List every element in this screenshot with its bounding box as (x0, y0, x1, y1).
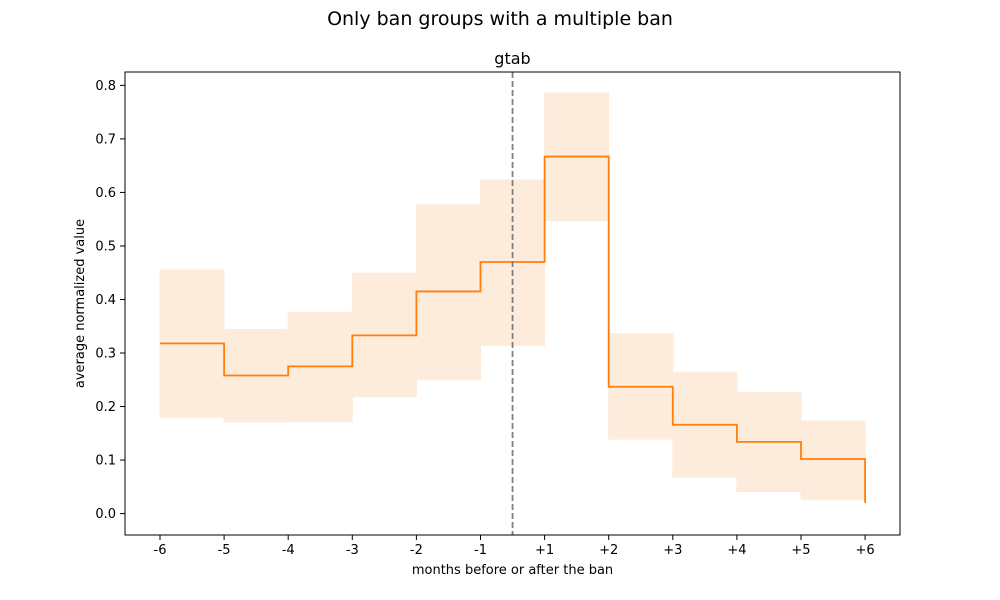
x-tick-label: +6 (856, 543, 875, 558)
chart-title: gtab (494, 49, 530, 68)
y-tick-label: 0.2 (95, 400, 116, 415)
axes-frame (124, 71, 901, 536)
figure-title: Only ban groups with a multiple ban (327, 8, 673, 30)
x-tick-label: -2 (410, 543, 423, 558)
y-tick-label: 0.0 (95, 507, 116, 522)
y-tick-label: 0.7 (95, 132, 116, 147)
y-tick-label: 0.4 (95, 293, 116, 308)
x-tick-label: -5 (218, 543, 231, 558)
x-axis: -6 -5 -4 -3 -2 -1 +1 +2 +3 +4 +5 +6 (154, 535, 875, 558)
ci-band-segment (800, 420, 866, 501)
y-axis-label: average normalized value (73, 219, 88, 388)
x-tick-label: +4 (727, 543, 746, 558)
x-tick-label: +2 (599, 543, 618, 558)
y-tick-label: 0.1 (95, 454, 116, 469)
y-tick-label: 0.6 (95, 186, 116, 201)
y-tick-label: 0.5 (95, 239, 116, 254)
x-tick-label: +3 (663, 543, 682, 558)
x-tick-label: -3 (346, 543, 359, 558)
x-tick-label: +1 (535, 543, 554, 558)
x-tick-label: -1 (474, 543, 487, 558)
x-tick-label: +5 (791, 543, 810, 558)
series-line (160, 155, 866, 503)
y-tick-label: 0.8 (95, 79, 116, 94)
y-axis: 0.0 0.1 0.2 0.3 0.4 0.5 0.6 0.7 0.8 (95, 79, 125, 522)
x-tick-label: -4 (282, 543, 295, 558)
x-axis-label: months before or after the ban (412, 563, 613, 578)
y-tick-label: 0.3 (95, 347, 116, 362)
x-tick-label: -6 (154, 543, 167, 558)
